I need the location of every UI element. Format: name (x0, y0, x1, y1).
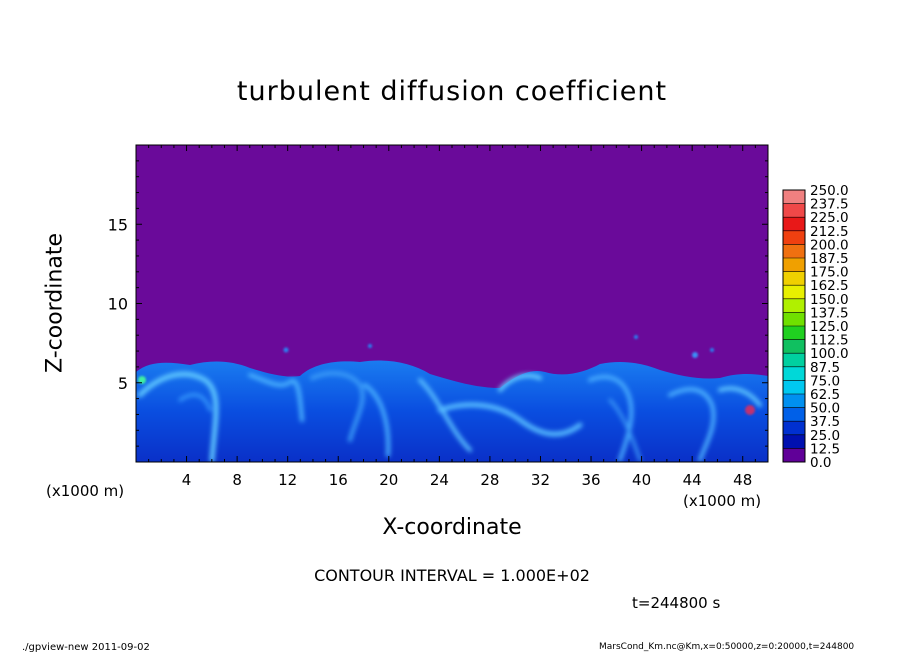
colorbar-label: 62.5 (810, 387, 840, 403)
colorbar-swatch (783, 271, 805, 286)
x-tick-label: 4 (182, 471, 192, 489)
x-tick-label: 48 (733, 471, 752, 489)
colorbar-swatch (783, 448, 805, 463)
x-axis-ticks: 4 8 12 16 20 24 28 32 36 40 44 48 (148, 145, 769, 489)
colorbar: 250.0237.5225.0212.5200.0187.5175.0162.5… (782, 183, 849, 471)
colorbar-label: 175.0 (810, 265, 849, 281)
colorbar-swatch (783, 230, 805, 245)
colorbar-label: 100.0 (810, 346, 849, 362)
x-tick-label: 12 (278, 471, 297, 489)
colorbar-label: 187.5 (810, 251, 849, 267)
colorbar-label: 212.5 (810, 224, 849, 240)
colorbar-swatch (783, 203, 805, 218)
turbulent-layer (136, 335, 768, 462)
colorbar-swatch (783, 434, 805, 449)
x-tick-label: 32 (531, 471, 550, 489)
x-tick-label: 44 (683, 471, 702, 489)
colorbar-swatch (783, 190, 805, 205)
colorbar-label: 250.0 (810, 183, 849, 199)
x-tick-label: 36 (581, 471, 600, 489)
colorbar-label: 125.0 (810, 319, 849, 335)
colorbar-swatch (783, 421, 805, 436)
colorbar-label: 37.5 (810, 414, 840, 430)
colorbar-swatch (783, 326, 805, 341)
colorbar-swatch (783, 353, 805, 368)
footer-right: MarsCond_Km.nc@Km,x=0:50000,z=0:20000,t=… (599, 642, 855, 652)
colorbar-swatch (783, 298, 805, 313)
chart-title: turbulent diffusion coefficient (236, 76, 668, 107)
colorbar-swatch (783, 258, 805, 273)
colorbar-swatch (783, 285, 805, 300)
colorbar-label: 0.0 (810, 455, 831, 471)
contour-interval: CONTOUR INTERVAL = 1.000E+02 (314, 566, 590, 585)
colorbar-label: 25.0 (810, 428, 840, 444)
x-tick-label: 8 (232, 471, 242, 489)
y-tick-label: 15 (108, 215, 128, 234)
colorbar-label: 75.0 (810, 373, 840, 389)
colorbar-label: 200.0 (810, 237, 849, 253)
colorbar-label: 225.0 (810, 210, 849, 226)
footer-left: ./gpview-new 2011-09-02 (22, 642, 150, 653)
x-tick-label: 24 (430, 471, 449, 489)
y-tick-label: 5 (118, 374, 128, 393)
colorbar-label: 237.5 (810, 197, 849, 213)
x-axis-label: X-coordinate (382, 515, 522, 540)
colorbar-swatch (783, 217, 805, 232)
x-tick-label: 20 (379, 471, 398, 489)
x-tick-label: 28 (480, 471, 499, 489)
colorbar-label: 112.5 (810, 333, 849, 349)
colorbar-label: 162.5 (810, 278, 849, 294)
colorbar-swatch (783, 407, 805, 422)
colorbar-swatch (783, 366, 805, 381)
x-unit-right: (x1000 m) (683, 492, 762, 510)
x-tick-label: 16 (329, 471, 348, 489)
colorbar-swatch (783, 312, 805, 327)
colorbar-swatch (783, 244, 805, 259)
time-label: t=244800 s (632, 594, 721, 612)
colorbar-swatch (783, 394, 805, 409)
colorbar-label: 150.0 (810, 292, 849, 308)
colorbar-swatch (783, 380, 805, 395)
x-tick-label: 40 (632, 471, 651, 489)
x-unit-left: (x1000 m) (46, 482, 125, 500)
colorbar-label: 50.0 (810, 401, 840, 417)
colorbar-label: 87.5 (810, 360, 840, 376)
colorbar-label: 12.5 (810, 441, 840, 457)
colorbar-label: 137.5 (810, 305, 849, 321)
colorbar-swatch (783, 339, 805, 354)
y-axis-ticks: 5 10 15 (108, 160, 768, 447)
y-tick-label: 10 (108, 295, 128, 314)
